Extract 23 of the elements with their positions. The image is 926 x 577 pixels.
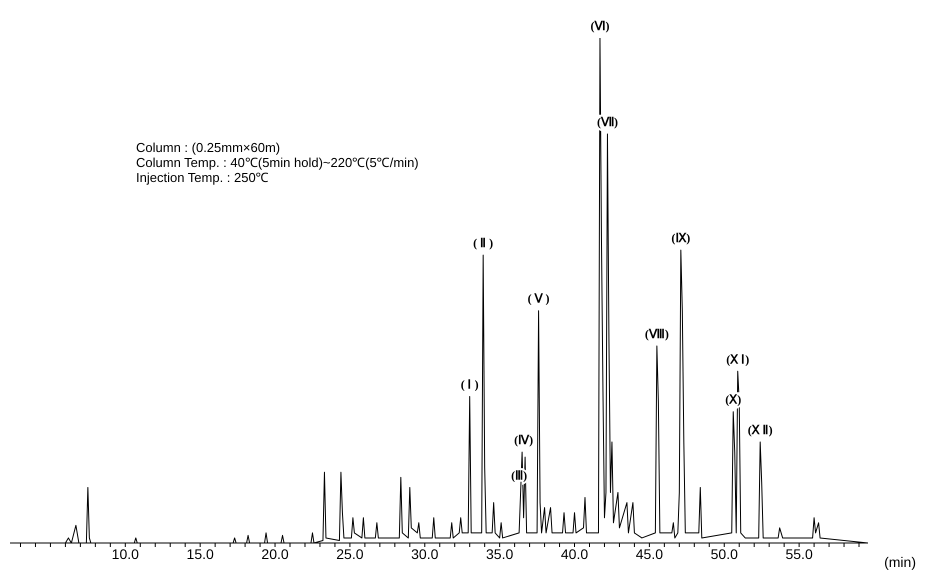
annotation: ( Ⅰ ) [460, 378, 479, 392]
annotation: (Ⅹ Ⅱ) [748, 423, 773, 437]
annotation: (Ⅸ) [671, 231, 690, 246]
annotation: Column Temp. : 40℃(5min hold)~220℃(5℃/min) [136, 155, 419, 170]
x-axis-title: (min) [884, 554, 916, 570]
annotation: (Ⅹ Ⅰ) [726, 352, 750, 366]
x-tick-label: 15.0 [186, 546, 214, 562]
x-tick-label: 10.0 [112, 546, 140, 562]
annotation: Column : (0.25mm×60m) [136, 140, 282, 155]
annotation: (Ⅳ) [514, 433, 534, 448]
annotation: Injection Temp. : 250℃ [136, 170, 270, 185]
annotation: ( Ⅴ ) [528, 292, 550, 306]
x-tick-label: 25.0 [336, 546, 364, 562]
x-tick-label: 20.0 [261, 546, 289, 562]
x-tick-label: 35.0 [486, 546, 514, 562]
x-tick-label: 45.0 [636, 546, 664, 562]
x-tick-label: 40.0 [560, 546, 588, 562]
annotation: (Ⅵ) [590, 19, 610, 33]
annotation: ( Ⅱ ) [473, 236, 494, 250]
x-tick-label: 55.0 [785, 546, 813, 562]
annotation: (Ⅷ) [644, 327, 669, 342]
x-tick-label: 50.0 [710, 546, 738, 562]
x-tick-label: 30.0 [411, 546, 439, 562]
